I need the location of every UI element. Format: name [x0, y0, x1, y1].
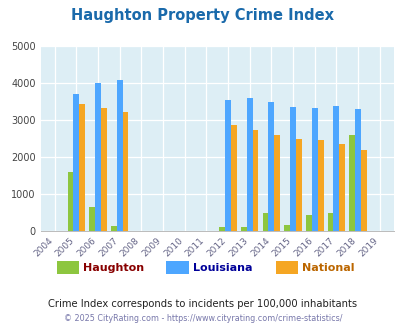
Bar: [333, 106, 339, 231]
Text: © 2025 CityRating.com - https://www.cityrating.com/crime-statistics/: © 2025 CityRating.com - https://www.city…: [64, 314, 341, 323]
Bar: [268, 102, 274, 231]
Bar: [122, 112, 128, 231]
Bar: [284, 224, 290, 231]
Bar: [311, 108, 317, 231]
Bar: [219, 227, 224, 231]
Bar: [73, 94, 79, 231]
Text: National: National: [302, 263, 354, 273]
Bar: [117, 80, 122, 231]
Bar: [95, 83, 101, 231]
Text: Louisiana: Louisiana: [192, 263, 252, 273]
Bar: [252, 130, 258, 231]
Bar: [290, 107, 295, 231]
Bar: [295, 139, 301, 231]
Text: Crime Index corresponds to incidents per 100,000 inhabitants: Crime Index corresponds to incidents per…: [48, 299, 357, 309]
Bar: [111, 226, 117, 231]
Bar: [360, 150, 366, 231]
Bar: [79, 104, 85, 231]
Bar: [240, 227, 246, 231]
Bar: [305, 215, 311, 231]
Bar: [230, 125, 236, 231]
Bar: [327, 213, 333, 231]
Bar: [224, 100, 230, 231]
Bar: [89, 207, 95, 231]
Text: Haughton: Haughton: [83, 263, 144, 273]
Bar: [101, 108, 107, 231]
Bar: [354, 109, 360, 231]
Bar: [348, 135, 354, 231]
Bar: [246, 98, 252, 231]
Bar: [317, 141, 323, 231]
Bar: [67, 172, 73, 231]
Text: Haughton Property Crime Index: Haughton Property Crime Index: [71, 8, 334, 23]
Bar: [339, 144, 344, 231]
Bar: [262, 213, 268, 231]
Bar: [274, 135, 279, 231]
